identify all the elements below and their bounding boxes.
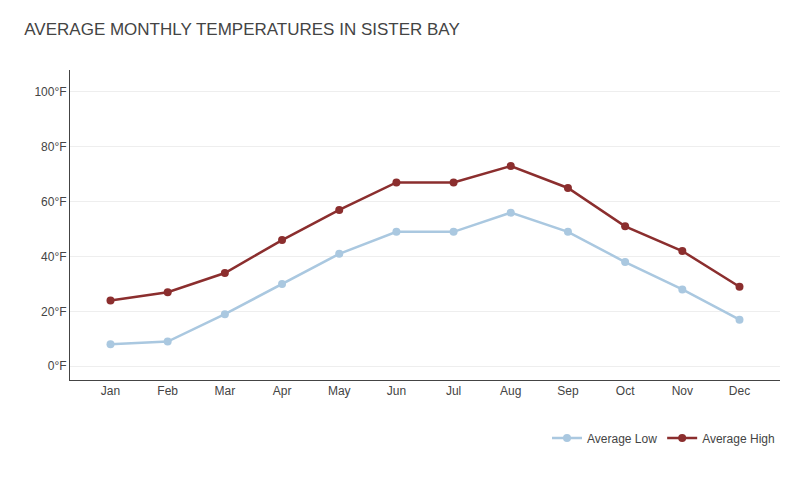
svg-text:20°F: 20°F <box>41 305 66 319</box>
svg-text:0°F: 0°F <box>48 359 67 373</box>
svg-text:Jun: Jun <box>387 384 406 398</box>
svg-text:Jul: Jul <box>446 384 461 398</box>
svg-text:Nov: Nov <box>672 384 693 398</box>
svg-text:May: May <box>328 384 351 398</box>
svg-text:Average High: Average High <box>702 432 775 446</box>
svg-text:Sep: Sep <box>557 384 579 398</box>
svg-text:Jan: Jan <box>101 384 120 398</box>
svg-text:Mar: Mar <box>215 384 236 398</box>
svg-text:80°F: 80°F <box>41 140 66 154</box>
svg-text:Dec: Dec <box>729 384 750 398</box>
svg-text:Oct: Oct <box>616 384 635 398</box>
svg-text:100°F: 100°F <box>34 85 66 99</box>
svg-text:AVERAGE MONTHLY TEMPERATURES I: AVERAGE MONTHLY TEMPERATURES IN SISTER B… <box>24 20 459 39</box>
svg-text:Feb: Feb <box>157 384 178 398</box>
svg-text:60°F: 60°F <box>41 195 66 209</box>
svg-text:Average Low: Average Low <box>587 432 657 446</box>
svg-text:40°F: 40°F <box>41 250 66 264</box>
svg-text:Apr: Apr <box>273 384 292 398</box>
svg-text:Aug: Aug <box>500 384 521 398</box>
